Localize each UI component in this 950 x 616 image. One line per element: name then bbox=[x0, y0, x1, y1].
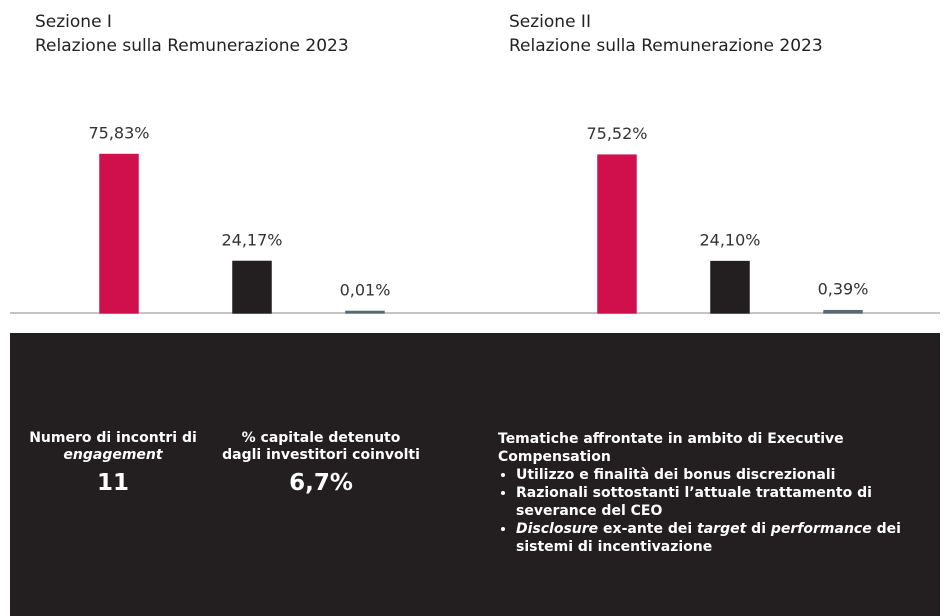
bar bbox=[345, 310, 385, 314]
text-part: Numero di incontri di bbox=[29, 430, 197, 446]
text-part: engagement bbox=[63, 447, 163, 463]
value-label: 24,10% bbox=[699, 231, 760, 250]
topic-bullet: Disclosure ex-ante dei target di perform… bbox=[516, 520, 918, 556]
item-label: % capitale detenuto dagli investitori co… bbox=[221, 430, 421, 464]
info-panel: Numero di incontri di engagement 11 % cap… bbox=[10, 333, 940, 616]
value-label: 75,83% bbox=[88, 124, 149, 143]
bar bbox=[99, 153, 139, 314]
value-label: 0,39% bbox=[818, 280, 869, 299]
item-label: Numero di incontri di engagement bbox=[13, 430, 213, 464]
text-part: performance bbox=[770, 521, 872, 537]
engagement-item: Numero di incontri di engagement 11 bbox=[13, 430, 213, 498]
bar bbox=[710, 260, 750, 314]
bar bbox=[232, 260, 272, 314]
text-part: % capitale detenuto dagli investitori co… bbox=[222, 430, 420, 463]
value-label: 24,17% bbox=[221, 230, 282, 249]
topic-bullet: Razionali sottostanti l’attuale trattame… bbox=[516, 484, 918, 520]
text-part: Utilizzo e finalità dei bonus discrezion… bbox=[516, 467, 836, 483]
chart-title: Sezione II bbox=[509, 12, 591, 32]
chart-title: Sezione I bbox=[35, 12, 112, 32]
text-part: ex-ante dei bbox=[598, 521, 698, 537]
capital-item: % capitale detenuto dagli investitori co… bbox=[221, 430, 421, 498]
text-part: Razionali sottostanti l’attuale trattame… bbox=[516, 485, 872, 519]
text-part: Disclosure bbox=[516, 521, 599, 537]
item-value: 11 bbox=[96, 470, 129, 496]
text-part: target bbox=[697, 521, 747, 537]
text-part: dei sistemi di incentivazione bbox=[516, 521, 901, 555]
item-value: 6,7% bbox=[289, 470, 353, 496]
value-label: 0,01% bbox=[340, 280, 391, 299]
bar bbox=[597, 154, 637, 314]
text-part: di bbox=[746, 521, 771, 537]
topics-list: Utilizzo e finalità dei bonus discrezion… bbox=[498, 466, 918, 556]
topics: Tematiche affrontate in ambito di Execut… bbox=[498, 430, 918, 556]
bar bbox=[823, 309, 863, 314]
topics-heading: Tematiche affrontate in ambito di Execut… bbox=[498, 431, 844, 465]
chart-subtitle: Relazione sulla Remunerazione 2023 bbox=[509, 36, 823, 56]
chart-subtitle: Relazione sulla Remunerazione 2023 bbox=[35, 36, 349, 56]
topic-bullet: Utilizzo e finalità dei bonus discrezion… bbox=[516, 466, 918, 484]
value-label: 75,52% bbox=[586, 124, 647, 143]
